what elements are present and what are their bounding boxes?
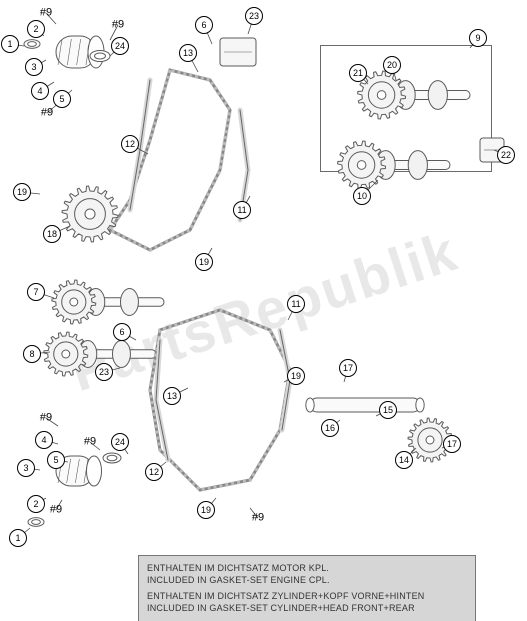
part-p-cam-10: [338, 141, 450, 189]
part-p-shaft-15-16: [306, 398, 424, 412]
callout-3: 3: [17, 459, 35, 477]
callout-7: 7: [27, 283, 45, 301]
callout-22: 22: [497, 146, 515, 164]
callout-18: 18: [43, 225, 61, 243]
callout-24: 24: [111, 433, 129, 451]
callout-hash9: #9: [41, 108, 53, 119]
legend-line-1: INCLUDED IN GASKET-SET ENGINE CPL.: [147, 574, 467, 586]
callout-3: 3: [25, 58, 43, 76]
callout-1: 1: [9, 529, 27, 547]
callout-11: 11: [287, 295, 305, 313]
callout-13: 13: [179, 44, 197, 62]
callout-19: 19: [197, 501, 215, 519]
callout-5: 5: [53, 90, 71, 108]
callout-16: 16: [321, 419, 339, 437]
callout-2: 2: [27, 495, 45, 513]
callout-6: 6: [195, 16, 213, 34]
part-p-tensioner-top: [220, 38, 256, 66]
exploded-diagram: [0, 0, 527, 621]
callout-21: 21: [349, 64, 367, 82]
callout-hash9: #9: [40, 8, 52, 19]
legend-box: ENTHALTEN IM DICHTSATZ MOTOR KPL. INCLUD…: [138, 555, 476, 621]
part-p-cam-7: [52, 280, 164, 324]
callout-11: 11: [233, 201, 251, 219]
legend-line-4: INCLUDED IN GASKET-SET CYLINDER+HEAD FRO…: [147, 602, 467, 614]
part-p-washer-top: [24, 40, 40, 49]
callout-4: 4: [31, 82, 49, 100]
callout-hash9: #9: [252, 513, 264, 524]
callout-17: 17: [339, 359, 357, 377]
callout-15: 15: [379, 401, 397, 419]
legend-line-0: ENTHALTEN IM DICHTSATZ MOTOR KPL.: [147, 562, 467, 574]
callout-5: 5: [47, 451, 65, 469]
part-p-cam-9a: [358, 71, 470, 119]
part-p-sprocket-18: [62, 186, 118, 242]
callout-19: 19: [287, 367, 305, 385]
callout-hash9: #9: [40, 413, 52, 424]
callout-19: 19: [13, 183, 31, 201]
callout-24: 24: [111, 37, 129, 55]
callout-14: 14: [395, 451, 413, 469]
legend-line-3: ENTHALTEN IM DICHTSATZ ZYLINDER+KOPF VOR…: [147, 590, 467, 602]
callout-12: 12: [145, 463, 163, 481]
callout-17: 17: [443, 435, 461, 453]
callout-19: 19: [195, 253, 213, 271]
callout-10: 10: [353, 187, 371, 205]
callout-hash9: #9: [112, 20, 124, 31]
callout-1: 1: [1, 35, 19, 53]
callout-20: 20: [383, 56, 401, 74]
part-p-washer-bot: [28, 518, 44, 527]
callout-8: 8: [23, 345, 41, 363]
callout-13: 13: [163, 387, 181, 405]
callout-12: 12: [121, 135, 139, 153]
part-p-chain-upper: [110, 70, 230, 250]
callout-4: 4: [35, 431, 53, 449]
part-p-small-ring-1: [90, 51, 110, 62]
callout-9: 9: [469, 29, 487, 47]
callout-hash9: #9: [84, 437, 96, 448]
part-p-small-ring-2: [103, 453, 121, 463]
callout-hash9: #9: [50, 505, 62, 516]
callout-23: 23: [95, 363, 113, 381]
callout-23: 23: [245, 7, 263, 25]
callout-2: 2: [27, 20, 45, 38]
callout-6: 6: [113, 323, 131, 341]
